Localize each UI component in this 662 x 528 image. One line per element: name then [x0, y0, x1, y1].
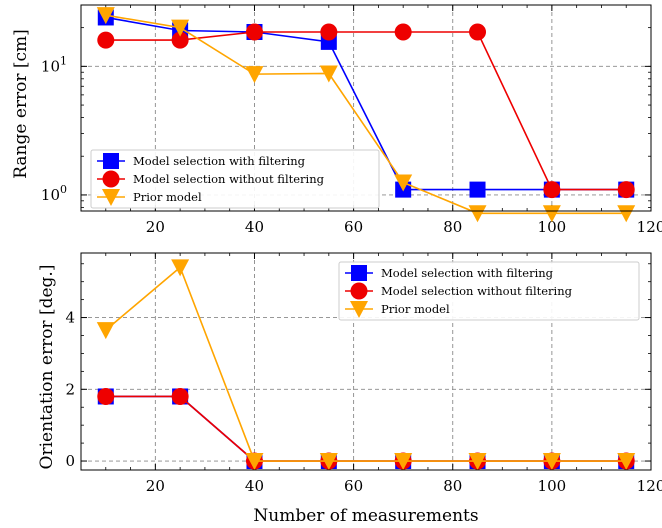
- orientation-data-point: [245, 453, 264, 471]
- range-series-line: [105, 31, 627, 191]
- range-data-point: [171, 19, 190, 37]
- orientation-error-y-axis-label: Orientation error [deg.]: [37, 265, 57, 470]
- range-error-panel: Range error [cm] 20 40 60 80 100 120 100 101 Mod…: [11, 4, 662, 236]
- range-data-point: [171, 31, 189, 49]
- range-legend-marker: [102, 170, 120, 188]
- orientation-legend-marker: [350, 282, 368, 300]
- range-series-line: [105, 14, 627, 215]
- range-data-point: [542, 205, 561, 223]
- orientation-error-x-axis-label: Number of measurements: [253, 506, 478, 526]
- range-y-tick-label: 101: [41, 54, 67, 75]
- orientation-legend-marker: [351, 265, 367, 281]
- orientation-data-point: [171, 259, 190, 277]
- range-error-y-axis-label: Range error [cm]: [11, 29, 31, 179]
- orientation-legend-label: Model selection with filtering: [381, 266, 554, 280]
- range-x-tick-label: 100: [538, 218, 567, 236]
- orientation-error-panel: Orientation error [deg.] Number of measu…: [37, 252, 662, 526]
- range-data-point: [468, 205, 487, 223]
- orientation-x-tick-label: 120: [637, 477, 662, 495]
- range-data-point: [320, 23, 338, 41]
- orientation-x-tick-label: 60: [344, 477, 363, 495]
- range-y-tick-label: 100: [41, 183, 67, 204]
- orientation-data-point: [542, 453, 561, 471]
- range-series-1: [97, 23, 635, 199]
- orientation-data-point: [617, 453, 636, 471]
- orientation-data-point: [97, 387, 115, 405]
- orientation-legend: Model selection with filtering Model sele…: [338, 261, 640, 321]
- range-legend-entry: Model selection with filtering: [97, 153, 306, 169]
- orientation-x-tick-label: 20: [146, 477, 165, 495]
- orientation-legend-entry: Prior model: [345, 301, 450, 318]
- range-data-point: [97, 31, 115, 49]
- range-x-tick-label: 40: [245, 218, 264, 236]
- orientation-x-tick-label: 80: [443, 477, 462, 495]
- range-data-point: [319, 65, 338, 83]
- orientation-y-tick-label: 4: [65, 309, 75, 327]
- range-x-tick-label: 80: [443, 218, 462, 236]
- range-series-line: [105, 16, 627, 191]
- orientation-data-point: [96, 322, 115, 340]
- orientation-x-tick-label: 100: [538, 477, 567, 495]
- orientation-axes-frame: [80, 252, 652, 471]
- range-data-point: [617, 181, 635, 199]
- range-data-point: [543, 181, 561, 199]
- range-x-tick-label: 60: [344, 218, 363, 236]
- range-major-ticks: 20 40 60 80 100 120 100 101: [41, 5, 662, 236]
- orientation-legend-label: Model selection without filtering: [381, 284, 573, 298]
- range-axes-frame: [80, 4, 652, 212]
- range-legend-marker: [102, 189, 120, 206]
- orientation-data-point: [319, 453, 338, 471]
- orientation-data-point: [394, 453, 413, 471]
- orientation-series-line: [105, 266, 627, 462]
- orientation-data-point: [171, 387, 189, 405]
- range-legend-entry: Model selection without filtering: [97, 170, 325, 188]
- range-legend-label: Model selection with filtering: [133, 154, 306, 168]
- orientation-legend-marker: [350, 301, 368, 318]
- range-legend-label: Prior model: [133, 190, 202, 204]
- range-data-point: [394, 174, 413, 192]
- orientation-x-tick-label: 40: [245, 477, 264, 495]
- range-series-2: [96, 7, 636, 223]
- orientation-legend-entry: Model selection with filtering: [345, 265, 554, 281]
- range-data-point: [245, 66, 264, 84]
- range-data-point: [394, 23, 412, 41]
- orientation-y-tick-label: 0: [65, 452, 75, 470]
- range-x-tick-label: 20: [146, 218, 165, 236]
- range-legend-label: Model selection without filtering: [133, 172, 325, 186]
- orientation-legend-box: [338, 261, 640, 321]
- range-legend-box: [90, 149, 380, 209]
- range-legend: Model selection with filtering Model sele…: [90, 149, 380, 209]
- range-data-point: [245, 23, 263, 41]
- range-data-point: [617, 205, 636, 223]
- orientation-legend-label: Prior model: [381, 302, 450, 316]
- range-data-point: [469, 181, 486, 198]
- range-data-point: [96, 7, 115, 25]
- range-data-point: [469, 23, 487, 41]
- orientation-legend-entry: Model selection without filtering: [345, 282, 573, 300]
- range-legend-entry: Prior model: [97, 189, 202, 206]
- orientation-series-line: [105, 395, 627, 462]
- orientation-series-line: [105, 395, 627, 462]
- range-x-tick-label: 120: [637, 218, 662, 236]
- orientation-data-point: [468, 453, 487, 471]
- orientation-y-tick-label: 2: [65, 380, 75, 398]
- range-legend-marker: [103, 153, 119, 169]
- orientation-series-2: [96, 259, 636, 471]
